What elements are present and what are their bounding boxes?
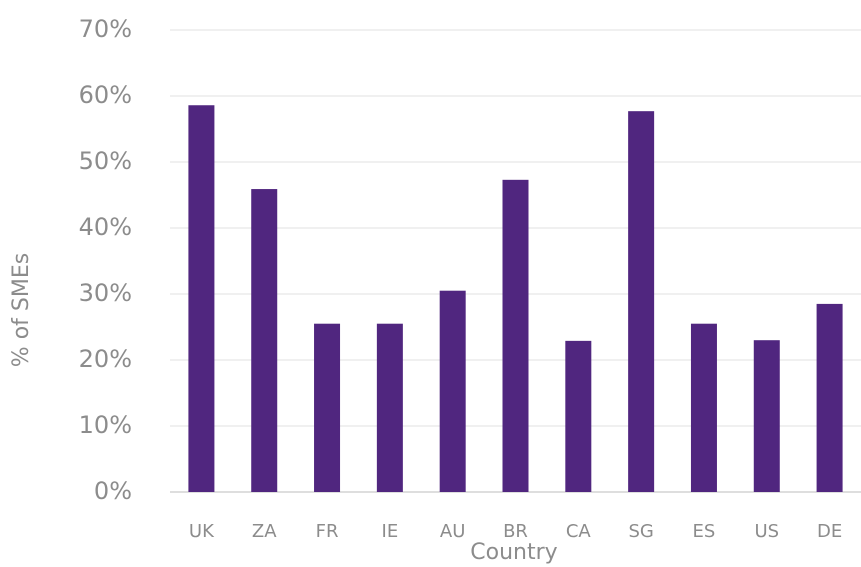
bar	[188, 105, 215, 493]
x-axis-label: Country	[470, 540, 557, 565]
bar	[816, 303, 843, 492]
y-tick-label: 40%	[79, 213, 132, 241]
x-tick-label: UK	[189, 521, 215, 542]
bar	[314, 323, 341, 492]
x-tick-label: CA	[566, 521, 592, 542]
x-tick-label: FR	[316, 521, 339, 542]
bar	[753, 340, 780, 492]
y-tick-label: 0%	[94, 477, 132, 505]
y-tick-label: 60%	[79, 81, 132, 109]
x-tick-label: IE	[382, 521, 399, 542]
bar	[690, 323, 717, 492]
y-tick-label: 50%	[79, 147, 132, 175]
x-tick-label: AU	[440, 521, 466, 542]
y-tick-label: 70%	[79, 15, 132, 43]
bar	[502, 179, 529, 492]
y-tick-label: 10%	[79, 411, 132, 439]
x-tick-label: ZA	[252, 521, 277, 542]
bar	[439, 290, 466, 492]
y-axis-label: % of SMEs	[9, 253, 34, 367]
x-tick-label: US	[754, 521, 779, 542]
y-tick-label: 30%	[79, 279, 132, 307]
bar	[376, 323, 403, 492]
x-tick-label: SG	[628, 521, 653, 542]
bar	[565, 340, 592, 492]
y-tick-label: 20%	[79, 345, 132, 373]
x-tick-label: ES	[693, 521, 716, 542]
bar	[251, 189, 278, 492]
x-tick-label: BR	[503, 521, 528, 542]
x-tick-label: DE	[817, 521, 842, 542]
bar	[628, 111, 655, 493]
